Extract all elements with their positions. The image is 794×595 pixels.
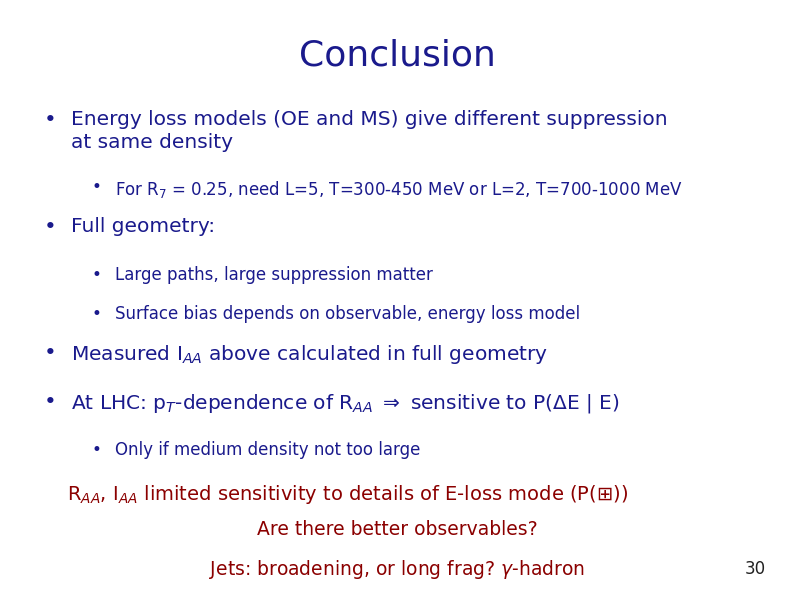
Text: Surface bias depends on observable, energy loss model: Surface bias depends on observable, ener… — [115, 305, 580, 322]
Text: Large paths, large suppression matter: Large paths, large suppression matter — [115, 266, 433, 284]
Text: •: • — [91, 305, 101, 322]
Text: •: • — [91, 178, 101, 196]
Text: Energy loss models (OE and MS) give different suppression
at same density: Energy loss models (OE and MS) give diff… — [71, 110, 668, 152]
Text: For R$_7$ = 0.25, need L=5, T=300-450 MeV or L=2, T=700-1000 MeV: For R$_7$ = 0.25, need L=5, T=300-450 Me… — [115, 178, 683, 199]
Text: •: • — [44, 392, 56, 412]
Text: Measured I$_{AA}$ above calculated in full geometry: Measured I$_{AA}$ above calculated in fu… — [71, 343, 549, 367]
Text: At LHC: p$_T$-dependence of R$_{AA}$ $\Rightarrow$ sensitive to P($\Delta$E | E): At LHC: p$_T$-dependence of R$_{AA}$ $\R… — [71, 392, 620, 415]
Text: Jets: broadening, or long frag? $\gamma$-hadron: Jets: broadening, or long frag? $\gamma$… — [209, 558, 585, 581]
Text: R$_{AA}$, I$_{AA}$ limited sensitivity to details of E-loss mode (P($\boxplus$)): R$_{AA}$, I$_{AA}$ limited sensitivity t… — [67, 483, 629, 506]
Text: 30: 30 — [745, 560, 766, 578]
Text: Only if medium density not too large: Only if medium density not too large — [115, 441, 421, 459]
Text: •: • — [44, 110, 56, 130]
Text: •: • — [91, 441, 101, 459]
Text: •: • — [44, 343, 56, 364]
Text: •: • — [91, 266, 101, 284]
Text: Are there better observables?: Are there better observables? — [256, 520, 538, 539]
Text: Full geometry:: Full geometry: — [71, 217, 216, 236]
Text: •: • — [44, 217, 56, 237]
Text: Conclusion: Conclusion — [299, 39, 495, 73]
